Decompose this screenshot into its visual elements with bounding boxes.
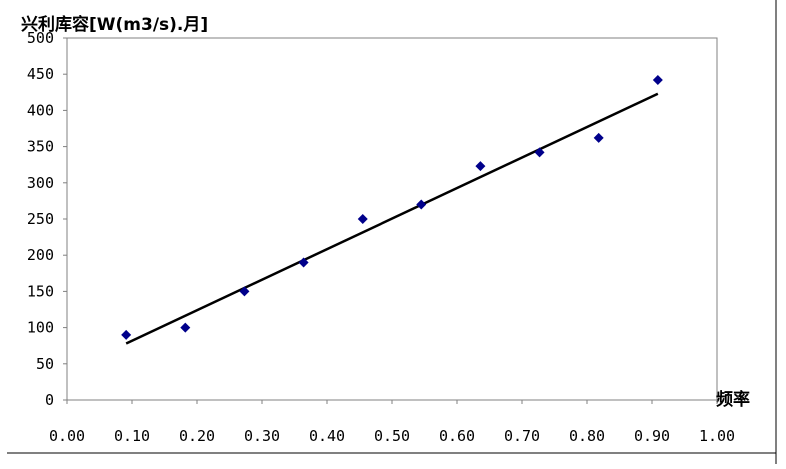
x-tick-label: 0.60 [439,427,475,445]
x-axis: 0.00 0.10 0.20 0.30 0.40 0.50 0.60 0.70 0.80 0.90… [49,400,735,445]
data-points [121,74,663,340]
data-point [239,286,250,297]
data-point [593,132,604,143]
y-tick-label: 200 [27,246,54,264]
x-axis-label: 频率 [716,389,750,410]
x-tick-label: 0.80 [569,427,605,445]
x-tick-label: 0.40 [309,427,345,445]
y-tick-label: 100 [27,319,54,337]
data-point [180,322,191,333]
y-tick-label: 350 [27,138,54,156]
data-point [416,199,427,210]
chart-title: 兴利库容[W(m3/s).月] [21,14,208,35]
y-tick-label: 300 [27,174,54,192]
x-tick-label: 0.00 [49,427,85,445]
x-tick-label: 0.20 [179,427,215,445]
trend-line [125,92,659,345]
y-tick-label: 500 [27,29,54,47]
data-point [534,147,545,158]
data-point [121,329,132,340]
x-tick-label: 0.90 [634,427,670,445]
data-point [475,161,486,172]
data-point [357,214,368,224]
data-point [298,257,309,268]
y-tick-label: 150 [27,282,54,300]
y-axis: 0 50 100 150 200 250 300 350 400 450 500 [27,29,67,409]
y-tick-label: 400 [27,101,54,119]
x-tick-label: 1.00 [699,427,735,445]
data-point [652,74,663,85]
x-tick-label: 0.10 [114,427,150,445]
y-tick-label: 50 [36,355,54,373]
x-tick-label: 0.30 [244,427,280,445]
y-tick-label: 0 [45,391,54,409]
y-tick-label: 450 [27,65,54,83]
trend-line-group [125,92,659,345]
y-tick-label: 250 [27,210,54,228]
x-tick-label: 0.50 [374,427,410,445]
x-tick-label: 0.70 [504,427,540,445]
